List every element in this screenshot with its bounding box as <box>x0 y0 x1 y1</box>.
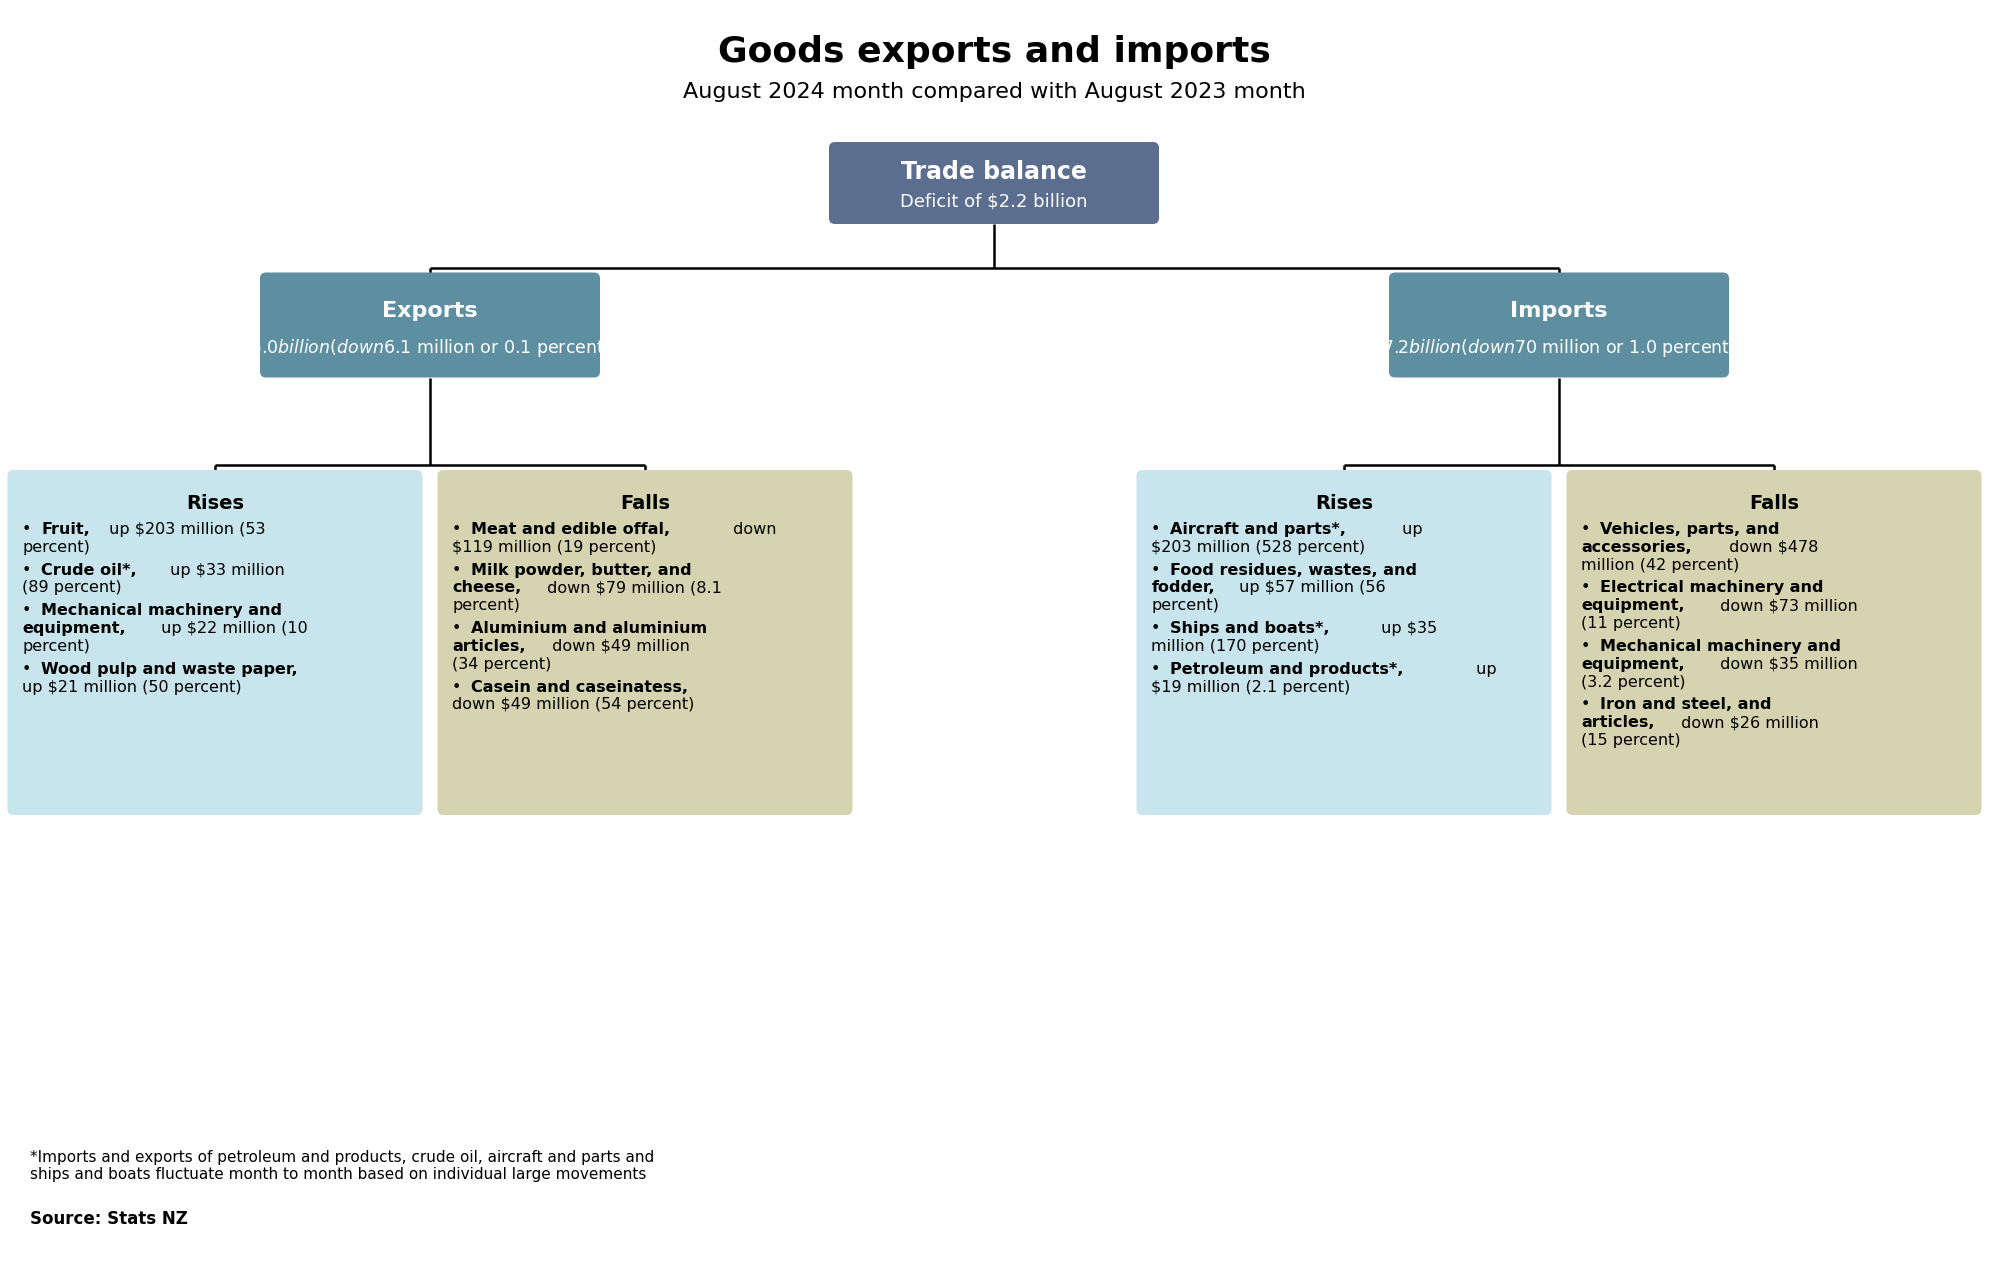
FancyBboxPatch shape <box>1388 272 1728 377</box>
Text: •: • <box>1152 562 1166 578</box>
Text: down $79 million (8.1: down $79 million (8.1 <box>541 580 722 596</box>
Text: •: • <box>453 621 467 636</box>
Text: •: • <box>1152 621 1166 636</box>
FancyBboxPatch shape <box>1567 470 1981 815</box>
Text: articles,: articles, <box>453 639 525 654</box>
Text: down $478: down $478 <box>1724 539 1818 555</box>
Text: Imports: Imports <box>1510 302 1607 321</box>
Text: Food residues, wastes, and: Food residues, wastes, and <box>1170 562 1418 578</box>
Text: up $21 million (50 percent): up $21 million (50 percent) <box>22 680 243 695</box>
Text: •: • <box>453 680 467 695</box>
Text: •: • <box>22 662 38 677</box>
Text: $5.0 billion (down $6.1 million or 0.1 percent): $5.0 billion (down $6.1 million or 0.1 p… <box>251 337 611 359</box>
Text: percent): percent) <box>22 539 90 555</box>
Text: down $49 million: down $49 million <box>547 639 690 654</box>
Text: percent): percent) <box>22 639 90 654</box>
Text: Rises: Rises <box>187 495 245 512</box>
Text: million (42 percent): million (42 percent) <box>1581 557 1740 573</box>
Text: up $203 million (53: up $203 million (53 <box>103 521 267 537</box>
Text: $19 million (2.1 percent): $19 million (2.1 percent) <box>1152 680 1351 695</box>
Text: fodder,: fodder, <box>1152 580 1215 596</box>
Text: •: • <box>1152 521 1166 537</box>
Text: •: • <box>1581 580 1595 596</box>
Text: Casein and caseinatess,: Casein and caseinatess, <box>471 680 688 695</box>
Text: Vehicles, parts, and: Vehicles, parts, and <box>1601 521 1780 537</box>
FancyBboxPatch shape <box>438 470 853 815</box>
Text: Mechanical machinery and: Mechanical machinery and <box>42 603 282 619</box>
Text: down $26 million: down $26 million <box>1677 716 1820 730</box>
Text: (34 percent): (34 percent) <box>453 657 551 672</box>
Text: •: • <box>1152 662 1166 677</box>
Text: million (170 percent): million (170 percent) <box>1152 639 1321 654</box>
FancyBboxPatch shape <box>1136 470 1551 815</box>
Text: Iron and steel, and: Iron and steel, and <box>1601 698 1772 712</box>
Text: $7.2 billion (down $70 million or 1.0 percent): $7.2 billion (down $70 million or 1.0 pe… <box>1382 337 1736 359</box>
Text: Deficit of $2.2 billion: Deficit of $2.2 billion <box>901 192 1088 210</box>
Text: (15 percent): (15 percent) <box>1581 734 1681 748</box>
Text: Fruit,: Fruit, <box>42 521 90 537</box>
Text: •: • <box>453 521 467 537</box>
Text: (3.2 percent): (3.2 percent) <box>1581 675 1687 690</box>
Text: up: up <box>1472 662 1498 677</box>
Text: $203 million (528 percent): $203 million (528 percent) <box>1152 539 1366 555</box>
FancyBboxPatch shape <box>261 272 601 377</box>
Text: Crude oil*,: Crude oil*, <box>42 562 137 578</box>
Text: Milk powder, butter, and: Milk powder, butter, and <box>471 562 692 578</box>
FancyBboxPatch shape <box>8 470 422 815</box>
Text: Source: Stats NZ: Source: Stats NZ <box>30 1210 187 1228</box>
Text: down $35 million: down $35 million <box>1715 657 1858 672</box>
Text: accessories,: accessories, <box>1581 539 1693 555</box>
Text: •: • <box>1581 521 1595 537</box>
Text: down $49 million (54 percent): down $49 million (54 percent) <box>453 698 694 712</box>
Text: August 2024 month compared with August 2023 month: August 2024 month compared with August 2… <box>682 82 1305 102</box>
Text: percent): percent) <box>453 598 521 613</box>
Text: Trade balance: Trade balance <box>901 160 1086 184</box>
Text: Meat and edible offal,: Meat and edible offal, <box>471 521 670 537</box>
Text: Exports: Exports <box>382 302 477 321</box>
Text: *Imports and exports of petroleum and products, crude oil, aircraft and parts an: *Imports and exports of petroleum and pr… <box>30 1150 654 1182</box>
Text: Petroleum and products*,: Petroleum and products*, <box>1170 662 1404 677</box>
Text: Electrical machinery and: Electrical machinery and <box>1601 580 1824 596</box>
Text: Aluminium and aluminium: Aluminium and aluminium <box>471 621 708 636</box>
Text: articles,: articles, <box>1581 716 1655 730</box>
Text: (89 percent): (89 percent) <box>22 580 121 596</box>
Text: Ships and boats*,: Ships and boats*, <box>1170 621 1331 636</box>
Text: Wood pulp and waste paper,: Wood pulp and waste paper, <box>42 662 298 677</box>
Text: Rises: Rises <box>1315 495 1372 512</box>
Text: •: • <box>22 562 38 578</box>
Text: up $33 million: up $33 million <box>165 562 284 578</box>
Text: up $35: up $35 <box>1376 621 1438 636</box>
Text: up $22 million (10: up $22 million (10 <box>157 621 308 636</box>
Text: •: • <box>22 521 38 537</box>
Text: down: down <box>728 521 776 537</box>
Text: equipment,: equipment, <box>22 621 125 636</box>
Text: •: • <box>453 562 467 578</box>
Text: Mechanical machinery and: Mechanical machinery and <box>1601 639 1842 654</box>
Text: down $73 million: down $73 million <box>1715 598 1858 613</box>
Text: percent): percent) <box>1152 598 1219 613</box>
Text: •: • <box>1581 639 1595 654</box>
Text: •: • <box>1581 698 1595 712</box>
Text: Goods exports and imports: Goods exports and imports <box>718 35 1271 69</box>
Text: $119 million (19 percent): $119 million (19 percent) <box>453 539 656 555</box>
Text: equipment,: equipment, <box>1581 598 1685 613</box>
Text: (11 percent): (11 percent) <box>1581 616 1681 631</box>
FancyBboxPatch shape <box>829 142 1160 224</box>
Text: Falls: Falls <box>621 495 670 512</box>
Text: up: up <box>1396 521 1422 537</box>
Text: up $57 million (56: up $57 million (56 <box>1233 580 1384 596</box>
Text: cheese,: cheese, <box>453 580 521 596</box>
Text: Falls: Falls <box>1748 495 1798 512</box>
Text: Aircraft and parts*,: Aircraft and parts*, <box>1170 521 1347 537</box>
Text: •: • <box>22 603 38 619</box>
Text: equipment,: equipment, <box>1581 657 1685 672</box>
